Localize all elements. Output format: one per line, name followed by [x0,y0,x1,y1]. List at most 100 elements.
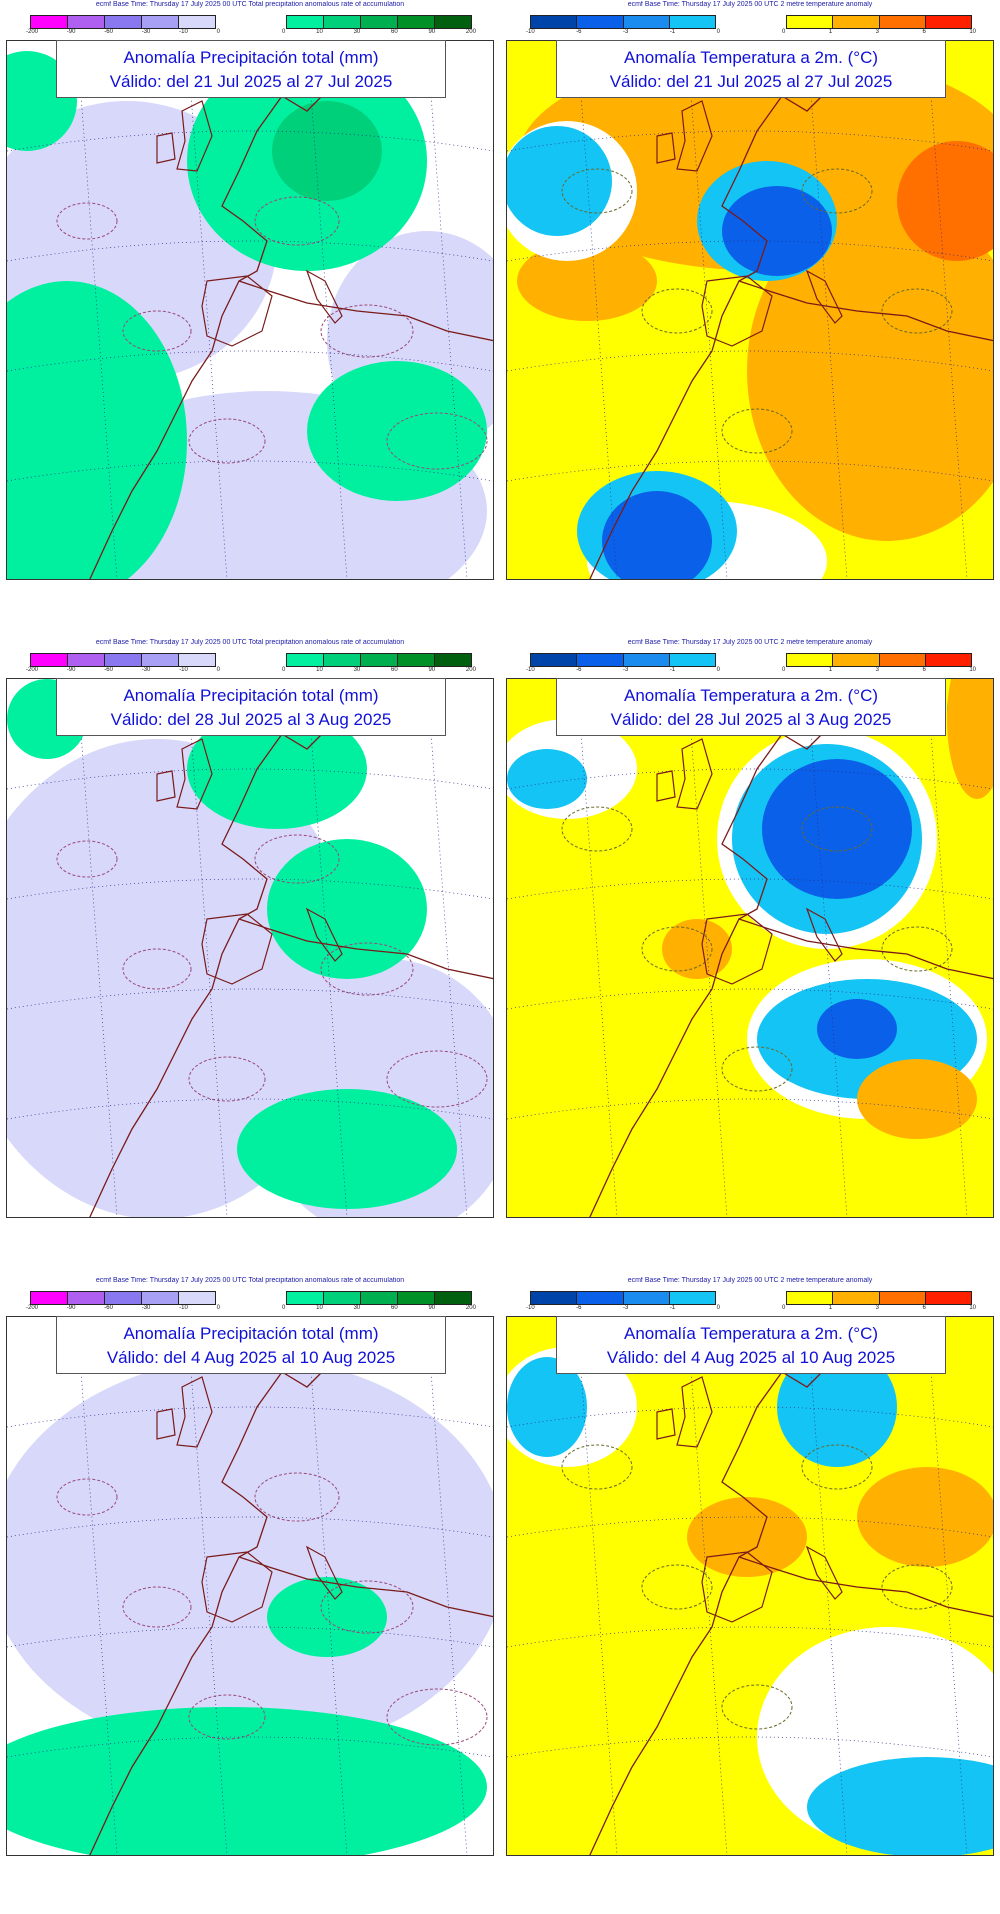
colorbar-positive [286,15,472,29]
map-title-box: Anomalía Temperatura a 2m. (°C) Válido: … [556,40,946,98]
colorbar-tick-label: 1 [828,29,833,35]
colorbar-tick-label: 30 [353,1305,361,1311]
colorbar-negative [30,15,216,29]
colorbar-swatch [142,16,179,28]
temperature-anomaly-map [506,40,994,580]
colorbar-swatch [925,1292,971,1304]
colorbar-positive-ticks: 0 10 30 60 90 200 [282,667,476,673]
map-title: Anomalía Precipitación total (mm) [123,48,379,67]
colorbar-tick-label: -30 [141,29,151,35]
colorbar-negative [30,1291,216,1305]
colorbar-tick-label: 0 [782,29,786,35]
colorbar-tick-label: 3 [875,29,879,35]
colorbar-swatch [287,16,324,28]
colorbar-swatch [669,1292,715,1304]
colorbar-swatch [179,1292,215,1304]
panel-header: ecmf Base Time: Thursday 17 July 2025 00… [95,639,405,646]
colorbar-tick-label: -6 [576,29,582,35]
colorbar-positive-ticks: 0 1 3 6 10 [782,29,976,35]
colorbar-tick-label: -10 [179,29,188,35]
map-title: Anomalía Precipitación total (mm) [123,1324,379,1343]
colorbar-swatch [105,16,142,28]
colorbar-tick-label: 0 [282,1305,286,1311]
colorbar-negative-ticks: -200 -90 -60 -30 -10 0 [26,1305,220,1311]
colorbar-swatch [287,654,324,666]
colorbar-swatch [398,654,435,666]
colorbar-swatch [925,654,971,666]
colorbar-swatch [669,16,715,28]
map-canvas [7,1317,493,1855]
colorbar-tick-label: -6 [576,667,582,673]
colorbar-tick-label: -90 [66,1305,76,1311]
colorbar-tick-label: 30 [353,29,361,35]
colorbar-swatch [105,1292,142,1304]
colorbar-tick-label: -60 [104,667,113,673]
panel-precip-week3: ecmf Base Time: Thursday 17 July 2025 00… [0,1276,500,1876]
map-validity: Válido: del 21 Jul 2025 al 27 Jul 2025 [109,72,393,91]
colorbar-tick-label: -200 [26,1305,39,1311]
map-validity: Válido: del 4 Aug 2025 al 10 Aug 2025 [606,1348,896,1367]
colorbar-swatch [179,16,215,28]
colorbar-swatch [142,654,179,666]
colorbar-swatch [31,654,68,666]
colorbar-swatch [577,1292,624,1304]
map-title-box: Anomalía Temperatura a 2m. (°C) Válido: … [556,678,946,736]
panel-header: ecmf Base Time: Thursday 17 July 2025 00… [95,1,405,8]
map-title: Anomalía Temperatura a 2m. (°C) [623,48,879,67]
colorbar-swatch [623,654,670,666]
map-title-box: Anomalía Precipitación total (mm) Válido… [56,678,446,736]
panel-header: ecmf Base Time: Thursday 17 July 2025 00… [627,1,873,8]
colorbar-tick-label: -10 [179,667,188,673]
colorbar-tick-label: 6 [922,1305,926,1311]
map-validity: Válido: del 4 Aug 2025 al 10 Aug 2025 [106,1348,396,1367]
temperature-anomaly-map [506,678,994,1218]
colorbar-tick-label: 0 [782,1305,786,1311]
colorbar-positive [286,1291,472,1305]
colorbar-tick-label: 0 [216,1305,220,1311]
colorbar-swatch [787,1292,834,1304]
map-validity: Válido: del 28 Jul 2025 al 3 Aug 2025 [610,710,892,729]
panel-temp-week2: ecmf Base Time: Thursday 17 July 2025 00… [500,638,1000,1238]
colorbar-tick-label: -90 [66,667,76,673]
colorbar-swatch [879,654,926,666]
colorbar-negative-ticks: -10 -6 -3 -1 0 [526,29,720,35]
map-title: Anomalía Precipitación total (mm) [123,686,379,705]
precipitation-anomaly-map [6,40,494,580]
colorbar-tick-label: 200 [465,29,476,35]
colorbar-tick-label: 0 [716,1305,720,1311]
map-canvas [7,41,493,579]
map-validity: Válido: del 21 Jul 2025 al 27 Jul 2025 [609,72,893,91]
colorbar-tick-label: -3 [622,667,629,673]
colorbar-tick-label: 200 [465,667,476,673]
colorbar-tick-label: 1 [828,1305,833,1311]
colorbar-tick-label: 60 [391,29,398,35]
map-title-box: Anomalía Precipitación total (mm) Válido… [56,40,446,98]
colorbar-positive-ticks: 0 1 3 6 10 [782,667,976,673]
colorbar-swatch [879,1292,926,1304]
colorbar-positive [786,15,972,29]
colorbar-swatch [435,654,471,666]
colorbar-negative-ticks: -200 -90 -60 -30 -10 0 [26,667,220,673]
map-title-box: Anomalía Temperatura a 2m. (°C) Válido: … [556,1316,946,1374]
panel-temp-week3: ecmf Base Time: Thursday 17 July 2025 00… [500,1276,1000,1876]
colorbar-tick-label: -10 [179,1305,188,1311]
colorbar-negative [530,15,716,29]
colorbar-positive [786,1291,972,1305]
colorbar-tick-label: 10 [316,29,323,35]
colorbar-tick-label: 10 [316,1305,323,1311]
colorbar-negative [30,653,216,667]
colorbar-swatch [577,654,624,666]
colorbar-swatch [623,16,670,28]
colorbar-tick-label: 10 [969,667,976,673]
panel-precip-week1: ecmf Base Time: Thursday 17 July 2025 00… [0,0,500,600]
colorbar-negative-ticks: -10 -6 -3 -1 0 [526,667,720,673]
colorbar-swatch [531,16,578,28]
colorbar-tick-label: 90 [428,29,436,35]
colorbar-negative-ticks: -10 -6 -3 -1 0 [526,1305,720,1311]
panel-header: ecmf Base Time: Thursday 17 July 2025 00… [627,639,873,646]
colorbar-swatch [324,16,361,28]
colorbar-tick-label: -10 [526,667,535,673]
colorbar-swatch [361,16,398,28]
colorbar-negative-ticks: -200 -90 -60 -30 -10 0 [26,29,220,35]
map-canvas [507,679,993,1217]
